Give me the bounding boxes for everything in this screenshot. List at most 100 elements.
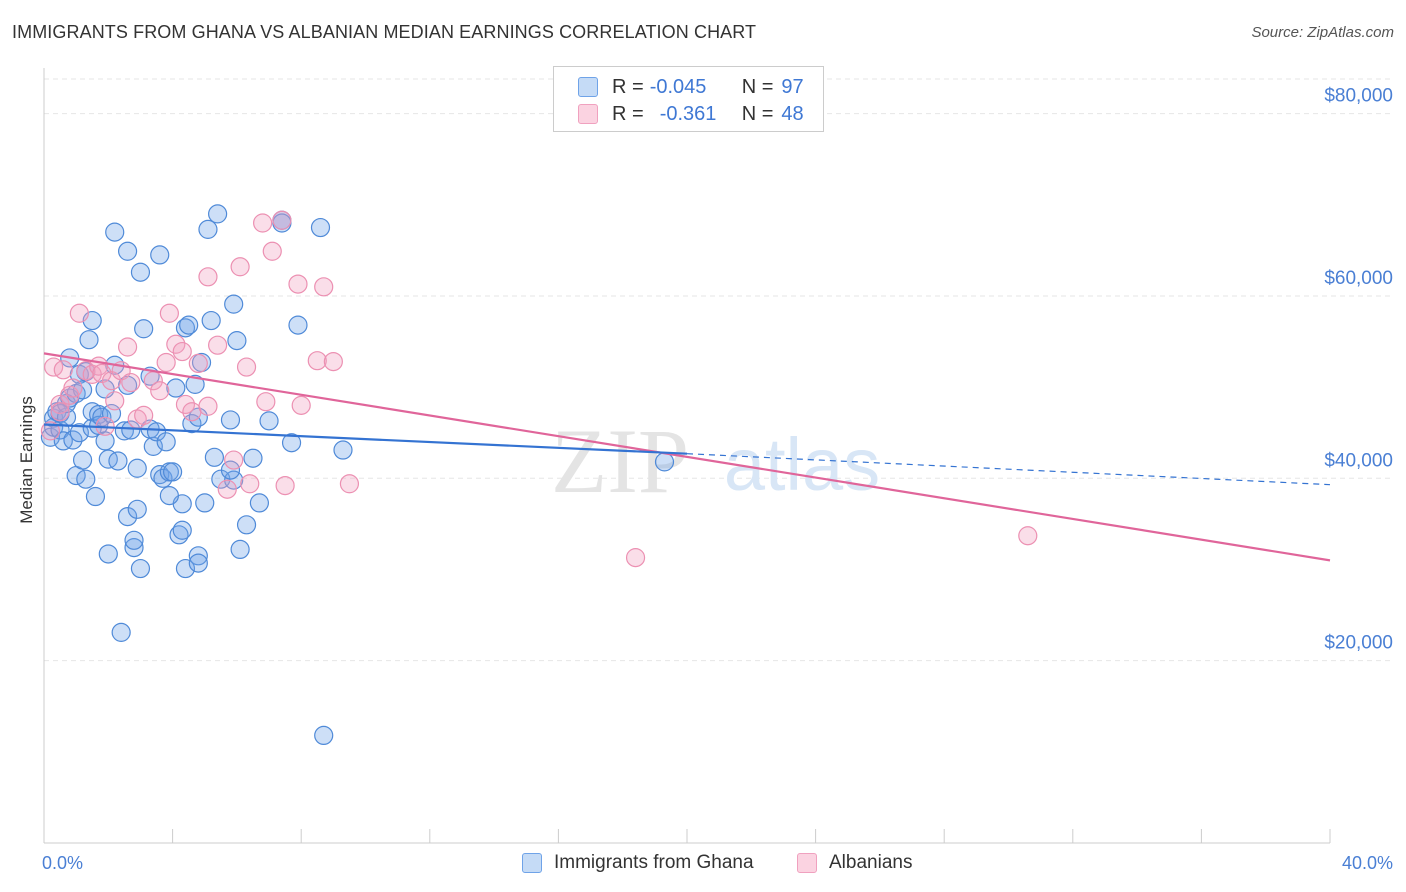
albanian-point — [208, 335, 228, 355]
ghana-point — [195, 493, 215, 513]
ghana-point — [163, 462, 183, 482]
ghana-point — [198, 219, 218, 239]
ghana-point — [127, 499, 147, 519]
ghana-point — [185, 374, 205, 394]
albanian-point — [76, 361, 96, 381]
albanian-point — [159, 303, 179, 323]
ghana-point — [79, 330, 99, 350]
ghana-point — [111, 622, 131, 642]
ghana-point — [259, 411, 279, 431]
legend-row-ghana: R = -0.045 N = 97 — [578, 74, 804, 100]
albanian-point — [314, 277, 334, 297]
albanian-point — [272, 210, 292, 230]
ghana-point — [208, 204, 228, 224]
trend-line-albanians — [43, 352, 1331, 562]
albanian-point — [121, 372, 141, 393]
chart-title: IMMIGRANTS FROM GHANA VS ALBANIAN MEDIAN… — [12, 22, 757, 42]
ghana-point — [146, 422, 167, 442]
source-label: Source: ZipAtlas.com — [1251, 24, 1394, 41]
ghana-point — [159, 486, 179, 506]
ghana-point — [156, 432, 176, 452]
series-albanians-points — [40, 210, 1038, 568]
ghana-point — [95, 431, 115, 451]
legend-n-label: N = — [741, 102, 774, 125]
ghana-point — [243, 448, 263, 468]
y-tick-label: $60,000 — [1324, 268, 1393, 289]
ghana-point — [179, 315, 199, 335]
albanian-point — [63, 378, 83, 398]
albanian-point — [230, 257, 250, 277]
ghana-point — [85, 486, 106, 507]
albanian-point — [262, 241, 282, 261]
albanian-point — [288, 274, 308, 294]
ghana-point — [117, 241, 138, 261]
ghana-point — [333, 440, 353, 460]
ghana-point — [220, 410, 241, 430]
albanian-point — [40, 421, 61, 441]
ghana-point — [249, 493, 270, 513]
ghana-point — [288, 315, 308, 335]
ghana-point — [175, 318, 196, 338]
trend-lines — [43, 352, 1331, 562]
legend-n-label: N = — [741, 75, 774, 98]
ghana-point — [230, 539, 250, 560]
albanian-point — [217, 479, 237, 499]
legend-item-albanians: Albanians — [797, 852, 912, 874]
albanian-point — [224, 450, 244, 470]
y-tick-label: $80,000 — [1324, 86, 1393, 107]
albanian-point — [69, 303, 89, 323]
ghana-point — [150, 245, 170, 265]
legend-swatch-albanians — [578, 104, 598, 124]
watermark-atlas: atlas — [724, 423, 880, 506]
ghana-point — [172, 520, 192, 540]
ghana-point — [114, 421, 134, 441]
albanian-point — [253, 213, 273, 233]
albanian-point — [198, 267, 218, 287]
legend-n-value-ghana: 97 — [781, 75, 804, 98]
correlation-legend: R = -0.045 N = 97 R = -0.361 N = 48 — [553, 66, 824, 132]
albanian-point — [50, 402, 70, 422]
legend-r-value-albanians: -0.361 — [659, 102, 717, 125]
albanian-point — [53, 360, 73, 380]
albanian-point — [166, 334, 186, 354]
ghana-point — [105, 222, 125, 242]
ghana-point — [63, 430, 83, 450]
legend-item-ghana: Immigrants from Ghana — [522, 852, 754, 874]
ghana-point — [124, 537, 144, 558]
albanian-point — [307, 351, 327, 371]
albanian-point — [188, 353, 208, 374]
ghana-point — [117, 506, 138, 527]
y-tick-label: $40,000 — [1324, 450, 1393, 471]
albanian-point — [256, 392, 276, 412]
albanian-point — [339, 474, 360, 494]
albanian-point — [182, 402, 202, 422]
ghana-point — [108, 451, 128, 471]
albanian-point — [175, 394, 196, 415]
series-ghana-points — [40, 204, 675, 746]
ghana-point — [310, 217, 331, 238]
ghana-point — [314, 725, 334, 746]
albanian-point — [236, 357, 257, 377]
ghana-point — [188, 546, 208, 566]
ghana-point — [127, 458, 147, 478]
legend-r-label: R = — [612, 75, 644, 98]
albanian-point — [134, 405, 154, 425]
ghana-point — [69, 423, 89, 443]
albanian-point — [198, 396, 218, 416]
ghana-point — [281, 433, 302, 453]
legend-r-value-ghana: -0.045 — [649, 75, 707, 98]
watermark-zip: ZIP — [551, 410, 689, 512]
axes — [43, 68, 1331, 844]
ghana-point — [76, 469, 96, 489]
series-legend: Immigrants from Ghana Albanians — [0, 852, 1406, 878]
legend-swatch-ghana — [578, 77, 598, 97]
ghana-point — [98, 544, 118, 564]
tick-labels: $20,000 $40,000 $60,000 $80,000 0.0% 40.0% — [42, 86, 1393, 873]
ghana-point — [130, 558, 151, 579]
ghana-point — [66, 383, 86, 404]
albanian-point — [172, 341, 192, 362]
ghana-point — [124, 530, 144, 550]
ghana-point — [204, 447, 224, 467]
albanian-point — [1018, 526, 1038, 546]
